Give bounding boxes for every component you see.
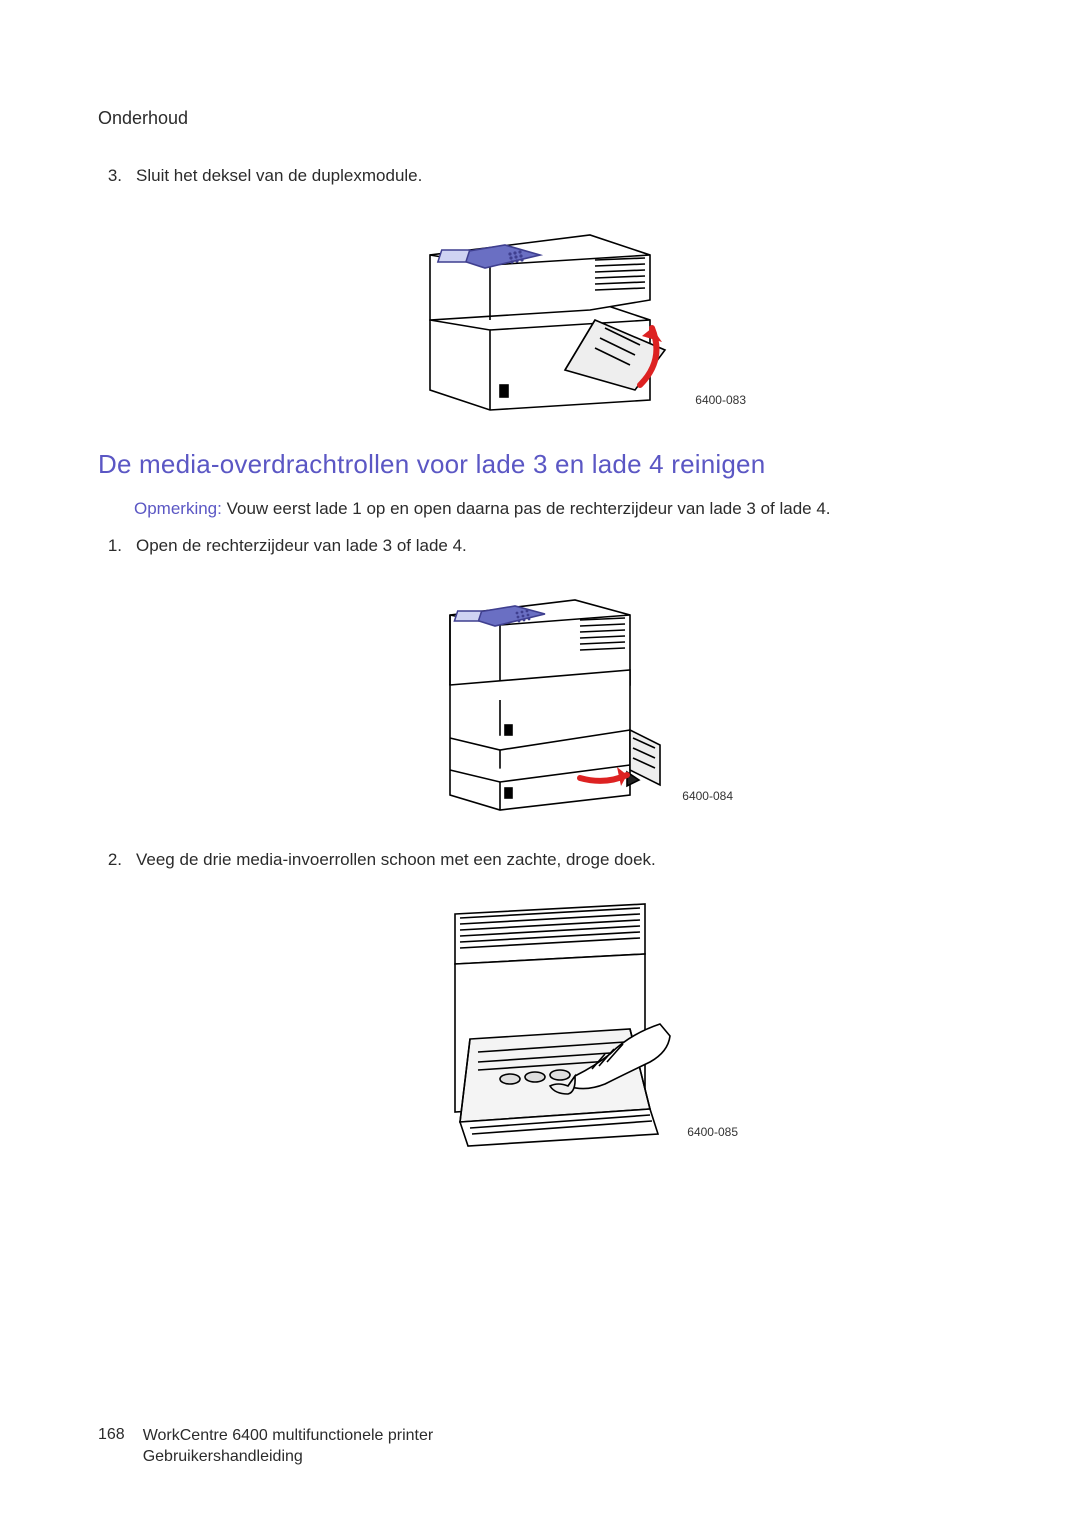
step-1b-num: 1. [98, 535, 122, 558]
printer-open-tray-door-illustration [405, 570, 675, 820]
step-1b: 1. Open de rechterzijdeur van lade 3 of … [98, 535, 982, 558]
footer-line1: WorkCentre 6400 multifunctionele printer [143, 1427, 434, 1444]
note: Opmerking: Vouw eerst lade 1 op en open … [134, 498, 982, 521]
figure-3: 6400-085 [98, 894, 982, 1159]
step-3-text: Sluit het deksel van de duplexmodule. [136, 165, 422, 188]
page-root: Onderhoud 3. Sluit het deksel van de dup… [0, 0, 1080, 1528]
note-text: Vouw eerst lade 1 op en open daarna pas … [222, 499, 831, 518]
section-header: Onderhoud [98, 108, 982, 129]
figure-2: 6400-084 [98, 570, 982, 825]
printer-close-duplex-illustration [390, 200, 690, 420]
figure-2-label: 6400-084 [682, 789, 733, 803]
figure-3-label: 6400-085 [687, 1125, 738, 1139]
step-3: 3. Sluit het deksel van de duplexmodule. [98, 165, 982, 188]
page-footer: 168 WorkCentre 6400 multifunctionele pri… [98, 1426, 433, 1468]
step-2b: 2. Veeg de drie media-invoerrollen schoo… [98, 849, 982, 872]
step-1b-text: Open de rechterzijdeur van lade 3 of lad… [136, 535, 467, 558]
step-3-num: 3. [98, 165, 122, 188]
figure-1: 6400-083 [98, 200, 982, 425]
heading-clean-media-rollers: De media-overdrachtrollen voor lade 3 en… [98, 449, 982, 480]
step-2b-text: Veeg de drie media-invoerrollen schoon m… [136, 849, 656, 872]
footer-line2: Gebruikershandleiding [143, 1448, 303, 1465]
page-number: 168 [98, 1426, 125, 1444]
step-2b-num: 2. [98, 849, 122, 872]
printer-wipe-rollers-illustration [400, 894, 680, 1154]
figure-1-label: 6400-083 [695, 393, 746, 407]
footer-text: WorkCentre 6400 multifunctionele printer… [143, 1426, 434, 1468]
note-label: Opmerking: [134, 499, 222, 518]
